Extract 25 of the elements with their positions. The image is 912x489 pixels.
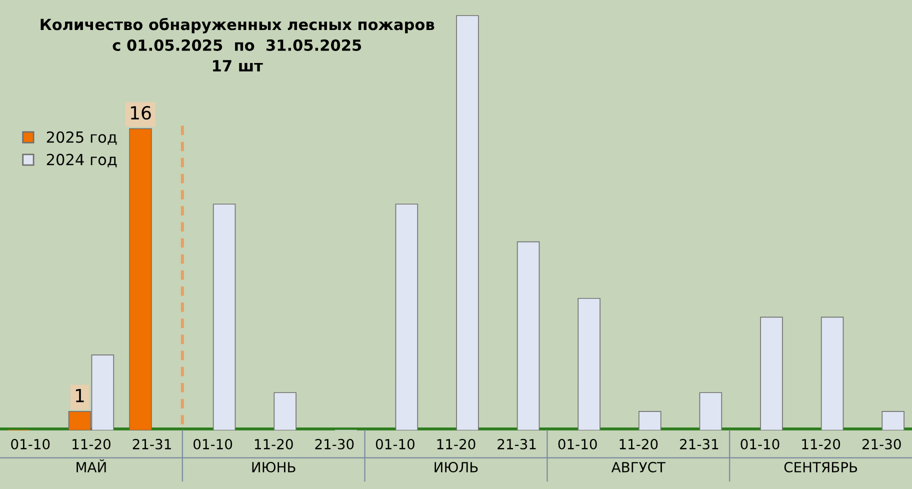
text: Количество обнаруженных лесных пожаров с 01.05.2025 по 31.05.2025 17 шт (40, 18, 434, 72)
x-tick-label: 11-20 (437, 438, 476, 450)
x-tick-label: 01-10 (194, 438, 232, 450)
x-tick-label: 21-30 (315, 438, 354, 450)
x-tick-label: 01-10 (740, 438, 780, 450)
x-tick-label: 11-20 (72, 438, 110, 450)
data-label: 1 (76, 388, 84, 402)
legend-label: 2025 год (46, 131, 117, 145)
text: ИЮНЬ (252, 462, 296, 472)
x-tick-label: 01-10 (11, 438, 50, 450)
legend-label: 2024 год (46, 154, 117, 168)
x-tick-label: 01-10 (558, 438, 597, 450)
text: АВГУСТ (611, 462, 666, 472)
data-label: 16 (131, 106, 151, 120)
x-tick-label: 21-31 (680, 438, 718, 450)
text: СЕНТЯБРЬ (784, 462, 858, 472)
x-tick-label: 11-20 (620, 438, 658, 450)
x-tick-label: 21-30 (862, 438, 901, 450)
x-tick-label: 21-31 (498, 438, 536, 450)
x-tick-label: 11-20 (254, 438, 293, 450)
x-tick-label: 21-31 (132, 438, 171, 450)
x-tick-label: 11-20 (802, 438, 840, 450)
text: МАЙ (76, 459, 106, 472)
x-tick-label: 01-10 (376, 438, 414, 450)
text: ИЮЛЬ (434, 462, 478, 472)
